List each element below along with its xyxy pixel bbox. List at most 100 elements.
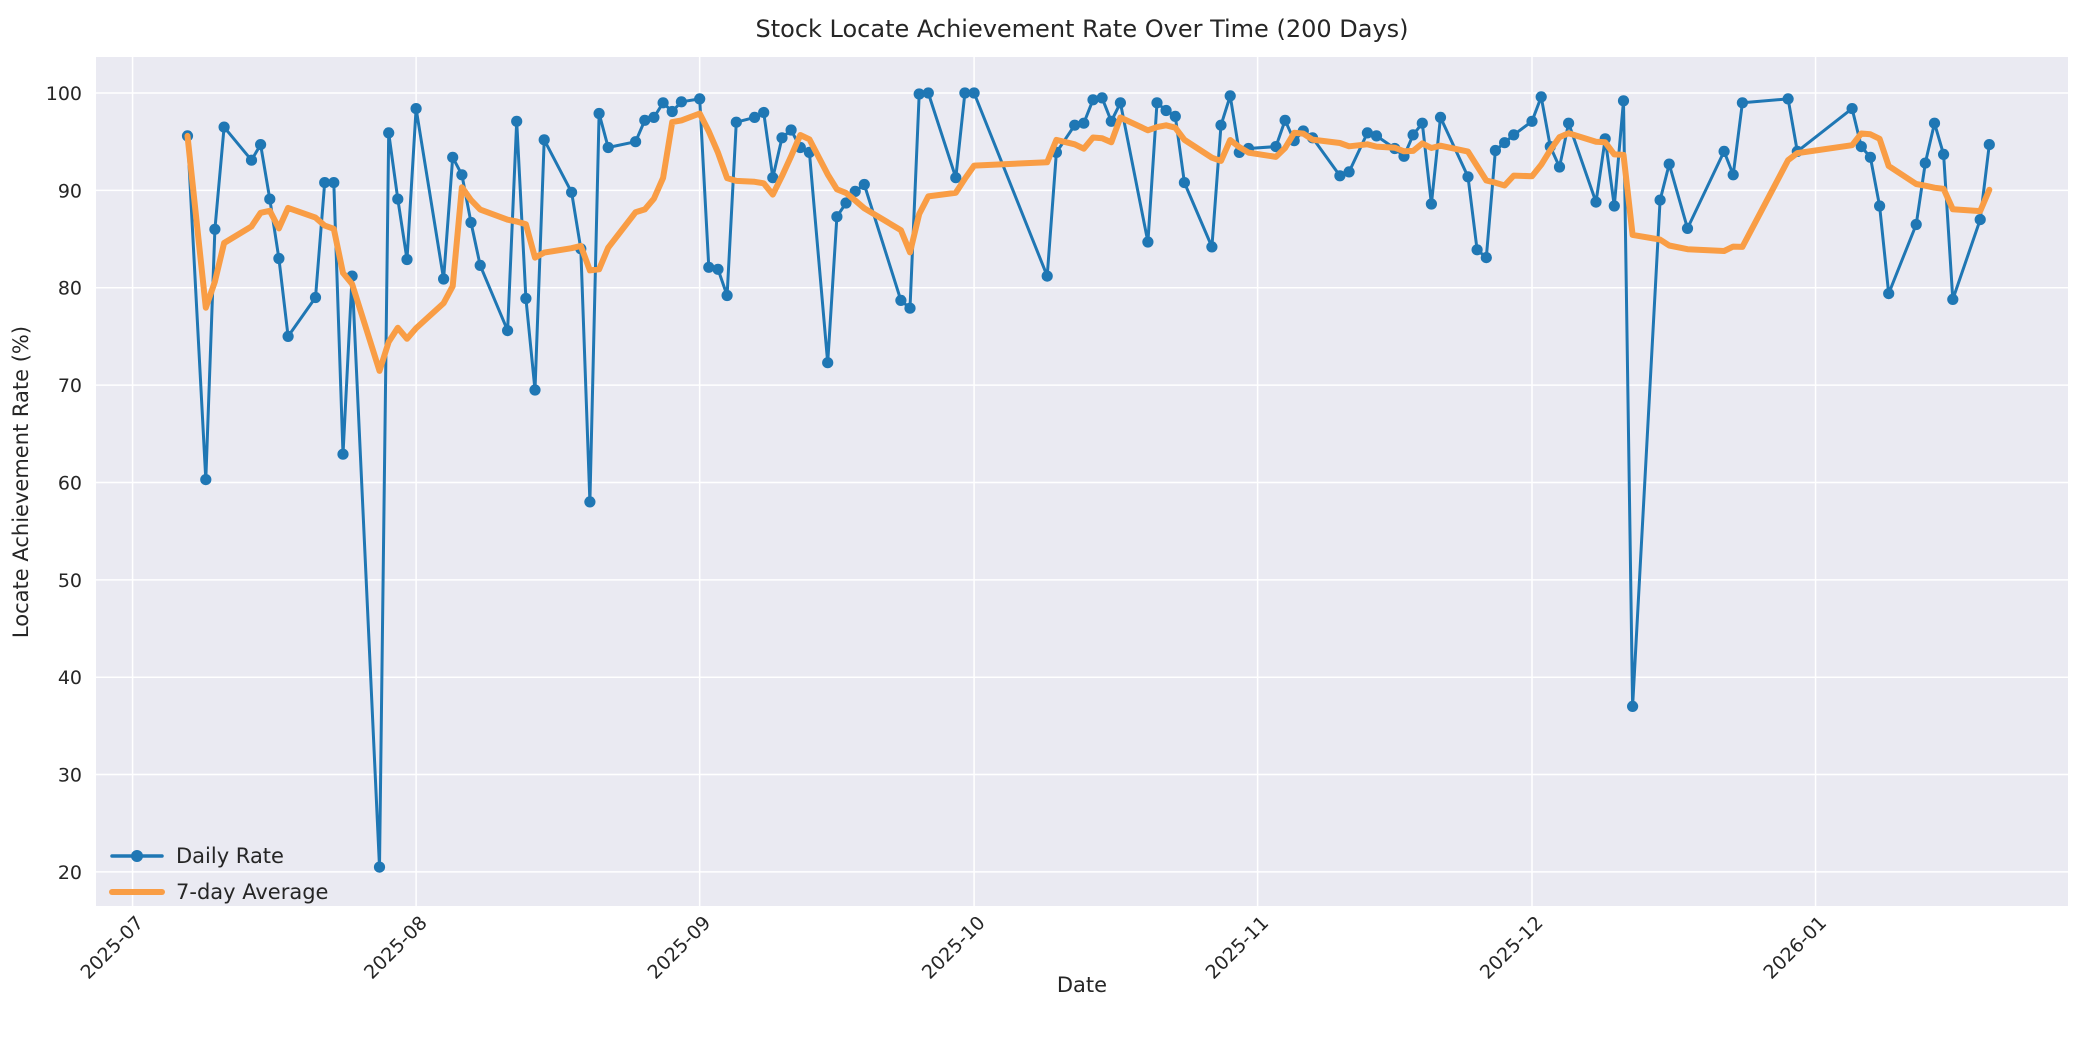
daily-rate-marker xyxy=(1471,244,1483,256)
daily-rate-marker xyxy=(520,292,532,305)
x-tick-label: 2025-08 xyxy=(360,912,432,984)
daily-rate-marker xyxy=(1782,93,1794,105)
daily-rate-marker xyxy=(840,197,852,209)
daily-rate-marker xyxy=(1499,137,1511,149)
daily-rate-marker xyxy=(337,448,349,460)
chart-title: Stock Locate Achievement Rate Over Time … xyxy=(755,15,1408,43)
daily-rate-marker xyxy=(328,177,340,189)
daily-rate-marker xyxy=(730,116,742,128)
daily-rate-marker xyxy=(858,178,870,191)
daily-rate-marker xyxy=(1279,114,1291,126)
daily-rate-marker xyxy=(566,186,578,198)
daily-rate-marker xyxy=(1974,214,1986,226)
legend: Daily Rate 7-day Average xyxy=(109,844,328,904)
daily-rate-marker xyxy=(922,87,934,99)
daily-rate-marker xyxy=(255,139,267,151)
daily-rate-marker xyxy=(1608,200,1620,212)
daily-rate-marker xyxy=(1617,95,1630,107)
y-tick-label: 100 xyxy=(46,83,82,105)
daily-rate-marker xyxy=(1096,92,1108,104)
daily-rate-marker xyxy=(913,88,925,100)
daily-rate-marker xyxy=(456,169,468,181)
daily-rate-marker xyxy=(785,124,797,136)
daily-rate-marker xyxy=(1627,700,1639,713)
seven-day-average-series xyxy=(184,110,1993,374)
x-axis-tick-labels: 2025-07 2025-08 2025-09 2025-10 2025-11 2025-… xyxy=(76,912,1831,984)
daily-rate-marker xyxy=(1215,119,1227,131)
legend-label: 7-day Average xyxy=(176,880,328,904)
y-tick-label: 60 xyxy=(58,472,82,494)
daily-rate-marker xyxy=(1462,171,1474,183)
daily-rate-marker xyxy=(758,106,770,119)
daily-rate-marker xyxy=(1590,196,1602,208)
x-tick-label: 2025-12 xyxy=(1476,912,1548,984)
daily-rate-marker xyxy=(1370,130,1383,142)
x-axis-label: Date xyxy=(1057,973,1107,997)
daily-rate-marker xyxy=(1654,194,1666,206)
daily-rate-marker xyxy=(1874,200,1886,212)
daily-rate-marker xyxy=(1224,90,1236,102)
daily-rate-marker xyxy=(1114,97,1126,109)
legend-label: Daily Rate xyxy=(176,844,284,868)
daily-rate-marker xyxy=(712,263,724,275)
daily-rate-marker xyxy=(264,193,276,205)
daily-rate-marker xyxy=(1178,177,1190,189)
daily-rate-marker xyxy=(392,193,404,205)
daily-rate-marker xyxy=(1151,97,1163,109)
y-tick-label: 40 xyxy=(58,667,82,689)
y-tick-label: 30 xyxy=(58,765,82,787)
daily-rate-marker xyxy=(1928,117,1941,129)
daily-rate-marker xyxy=(1883,288,1895,300)
daily-rate-marker xyxy=(319,177,331,189)
daily-rate-marker xyxy=(1846,103,1858,115)
daily-rate-marker xyxy=(309,291,322,304)
daily-rate-marker xyxy=(1983,139,1995,151)
daily-rate-marker xyxy=(1416,117,1428,129)
daily-rate-series xyxy=(181,87,1995,873)
daily-rate-marker xyxy=(849,185,861,197)
daily-rate-marker xyxy=(1343,166,1355,178)
y-axis-label: Locate Achievement Rate (%) xyxy=(9,326,33,638)
daily-rate-marker xyxy=(1508,129,1520,141)
daily-rate-marker xyxy=(1910,218,1922,231)
daily-rate-marker xyxy=(474,259,486,271)
daily-rate-marker xyxy=(602,141,614,154)
daily-rate-marker xyxy=(1078,117,1090,129)
x-tick-label: 2025-09 xyxy=(644,912,716,984)
y-tick-label: 20 xyxy=(58,862,82,884)
daily-rate-marker xyxy=(273,252,285,265)
daily-rate-marker xyxy=(694,93,706,105)
y-tick-label: 70 xyxy=(58,375,82,397)
daily-rate-marker xyxy=(639,114,651,126)
daily-rate-marker xyxy=(511,115,523,127)
daily-rate-marker xyxy=(1069,119,1081,131)
daily-rate-marker xyxy=(1718,145,1730,157)
daily-rate-marker xyxy=(1160,104,1172,117)
daily-rate-marker xyxy=(1142,236,1154,248)
daily-rate-marker xyxy=(465,216,477,229)
daily-rate-marker xyxy=(1105,115,1117,127)
y-tick-label: 90 xyxy=(58,180,82,202)
daily-rate-marker xyxy=(410,103,422,115)
daily-rate-marker xyxy=(767,172,779,184)
daily-rate-marker xyxy=(675,96,688,108)
daily-rate-marker xyxy=(1334,170,1346,182)
x-tick-label: 2025-10 xyxy=(918,912,990,984)
daily-rate-marker xyxy=(1270,141,1282,153)
daily-rate-marker xyxy=(1480,252,1492,264)
daily-rate-marker xyxy=(721,289,733,302)
daily-rate-marker xyxy=(950,172,962,184)
daily-rate-marker xyxy=(502,325,514,337)
daily-rate-marker xyxy=(200,474,212,486)
daily-rate-marker xyxy=(1169,110,1181,122)
daily-rate-marker xyxy=(1681,222,1694,234)
y-axis-tick-labels: 20 30 40 50 60 70 80 90 100 xyxy=(46,83,82,884)
daily-rate-marker xyxy=(831,211,843,223)
daily-rate-marker xyxy=(657,97,669,109)
daily-rate-marker xyxy=(1535,91,1547,103)
daily-rate-marker xyxy=(895,294,907,306)
daily-rate-marker xyxy=(1425,198,1437,210)
seven-day-average-line xyxy=(184,110,1993,374)
daily-rate-marker xyxy=(447,151,459,163)
